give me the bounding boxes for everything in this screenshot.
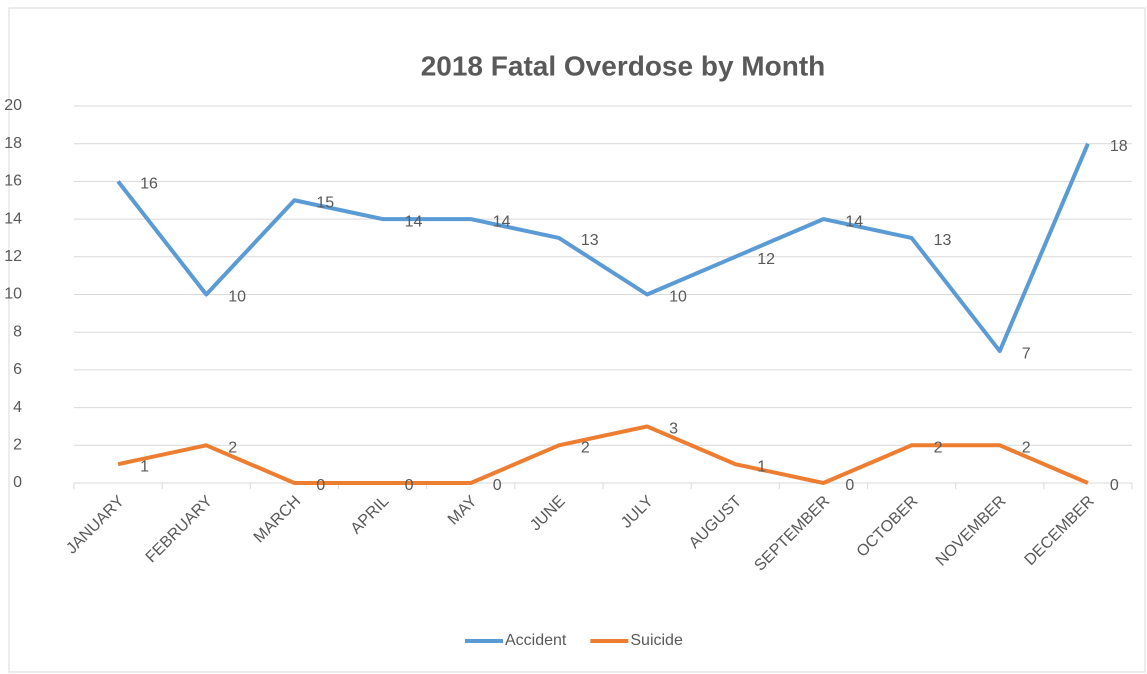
data-label: 0 <box>316 477 325 494</box>
y-tick-label: 18 <box>4 135 22 152</box>
series-line <box>117 424 1089 485</box>
data-label: 1 <box>757 458 766 475</box>
data-label: 12 <box>757 251 775 268</box>
y-tick-label: 4 <box>13 399 22 416</box>
data-label: 0 <box>1110 477 1119 494</box>
data-label: 0 <box>845 477 854 494</box>
y-tick-label: 8 <box>13 323 22 340</box>
y-tick-label: 0 <box>13 474 22 491</box>
data-label: 13 <box>934 232 952 249</box>
data-label: 14 <box>845 213 863 230</box>
y-tick-label: 20 <box>4 97 22 114</box>
chart-border <box>8 7 1146 673</box>
y-tick-label: 16 <box>4 173 22 190</box>
data-label: 0 <box>405 477 414 494</box>
data-label: 3 <box>669 421 678 438</box>
data-label: 2 <box>228 440 237 457</box>
y-tick-label: 12 <box>4 248 22 265</box>
data-label: 2 <box>581 440 590 457</box>
legend-label: Suicide <box>630 632 683 649</box>
data-label: 18 <box>1110 138 1128 155</box>
legend-label: Accident <box>505 632 567 649</box>
data-label: 15 <box>316 194 334 211</box>
y-tick-label: 6 <box>13 361 22 378</box>
data-label: 2 <box>934 440 943 457</box>
data-label: 14 <box>405 213 423 230</box>
chart-title: 2018 Fatal Overdose by Month <box>421 50 826 81</box>
data-label: 2 <box>1022 440 1031 457</box>
data-label: 16 <box>140 176 158 193</box>
y-tick-label: 2 <box>13 437 22 454</box>
data-label: 7 <box>1022 345 1031 362</box>
data-label: 0 <box>493 477 502 494</box>
data-label: 14 <box>493 213 511 230</box>
data-label: 10 <box>669 289 687 306</box>
data-label: 13 <box>581 232 599 249</box>
series-line <box>116 142 1090 354</box>
y-tick-label: 10 <box>4 286 22 303</box>
y-tick-label: 14 <box>4 210 22 227</box>
data-label: 1 <box>140 458 149 475</box>
data-label: 10 <box>228 289 246 306</box>
